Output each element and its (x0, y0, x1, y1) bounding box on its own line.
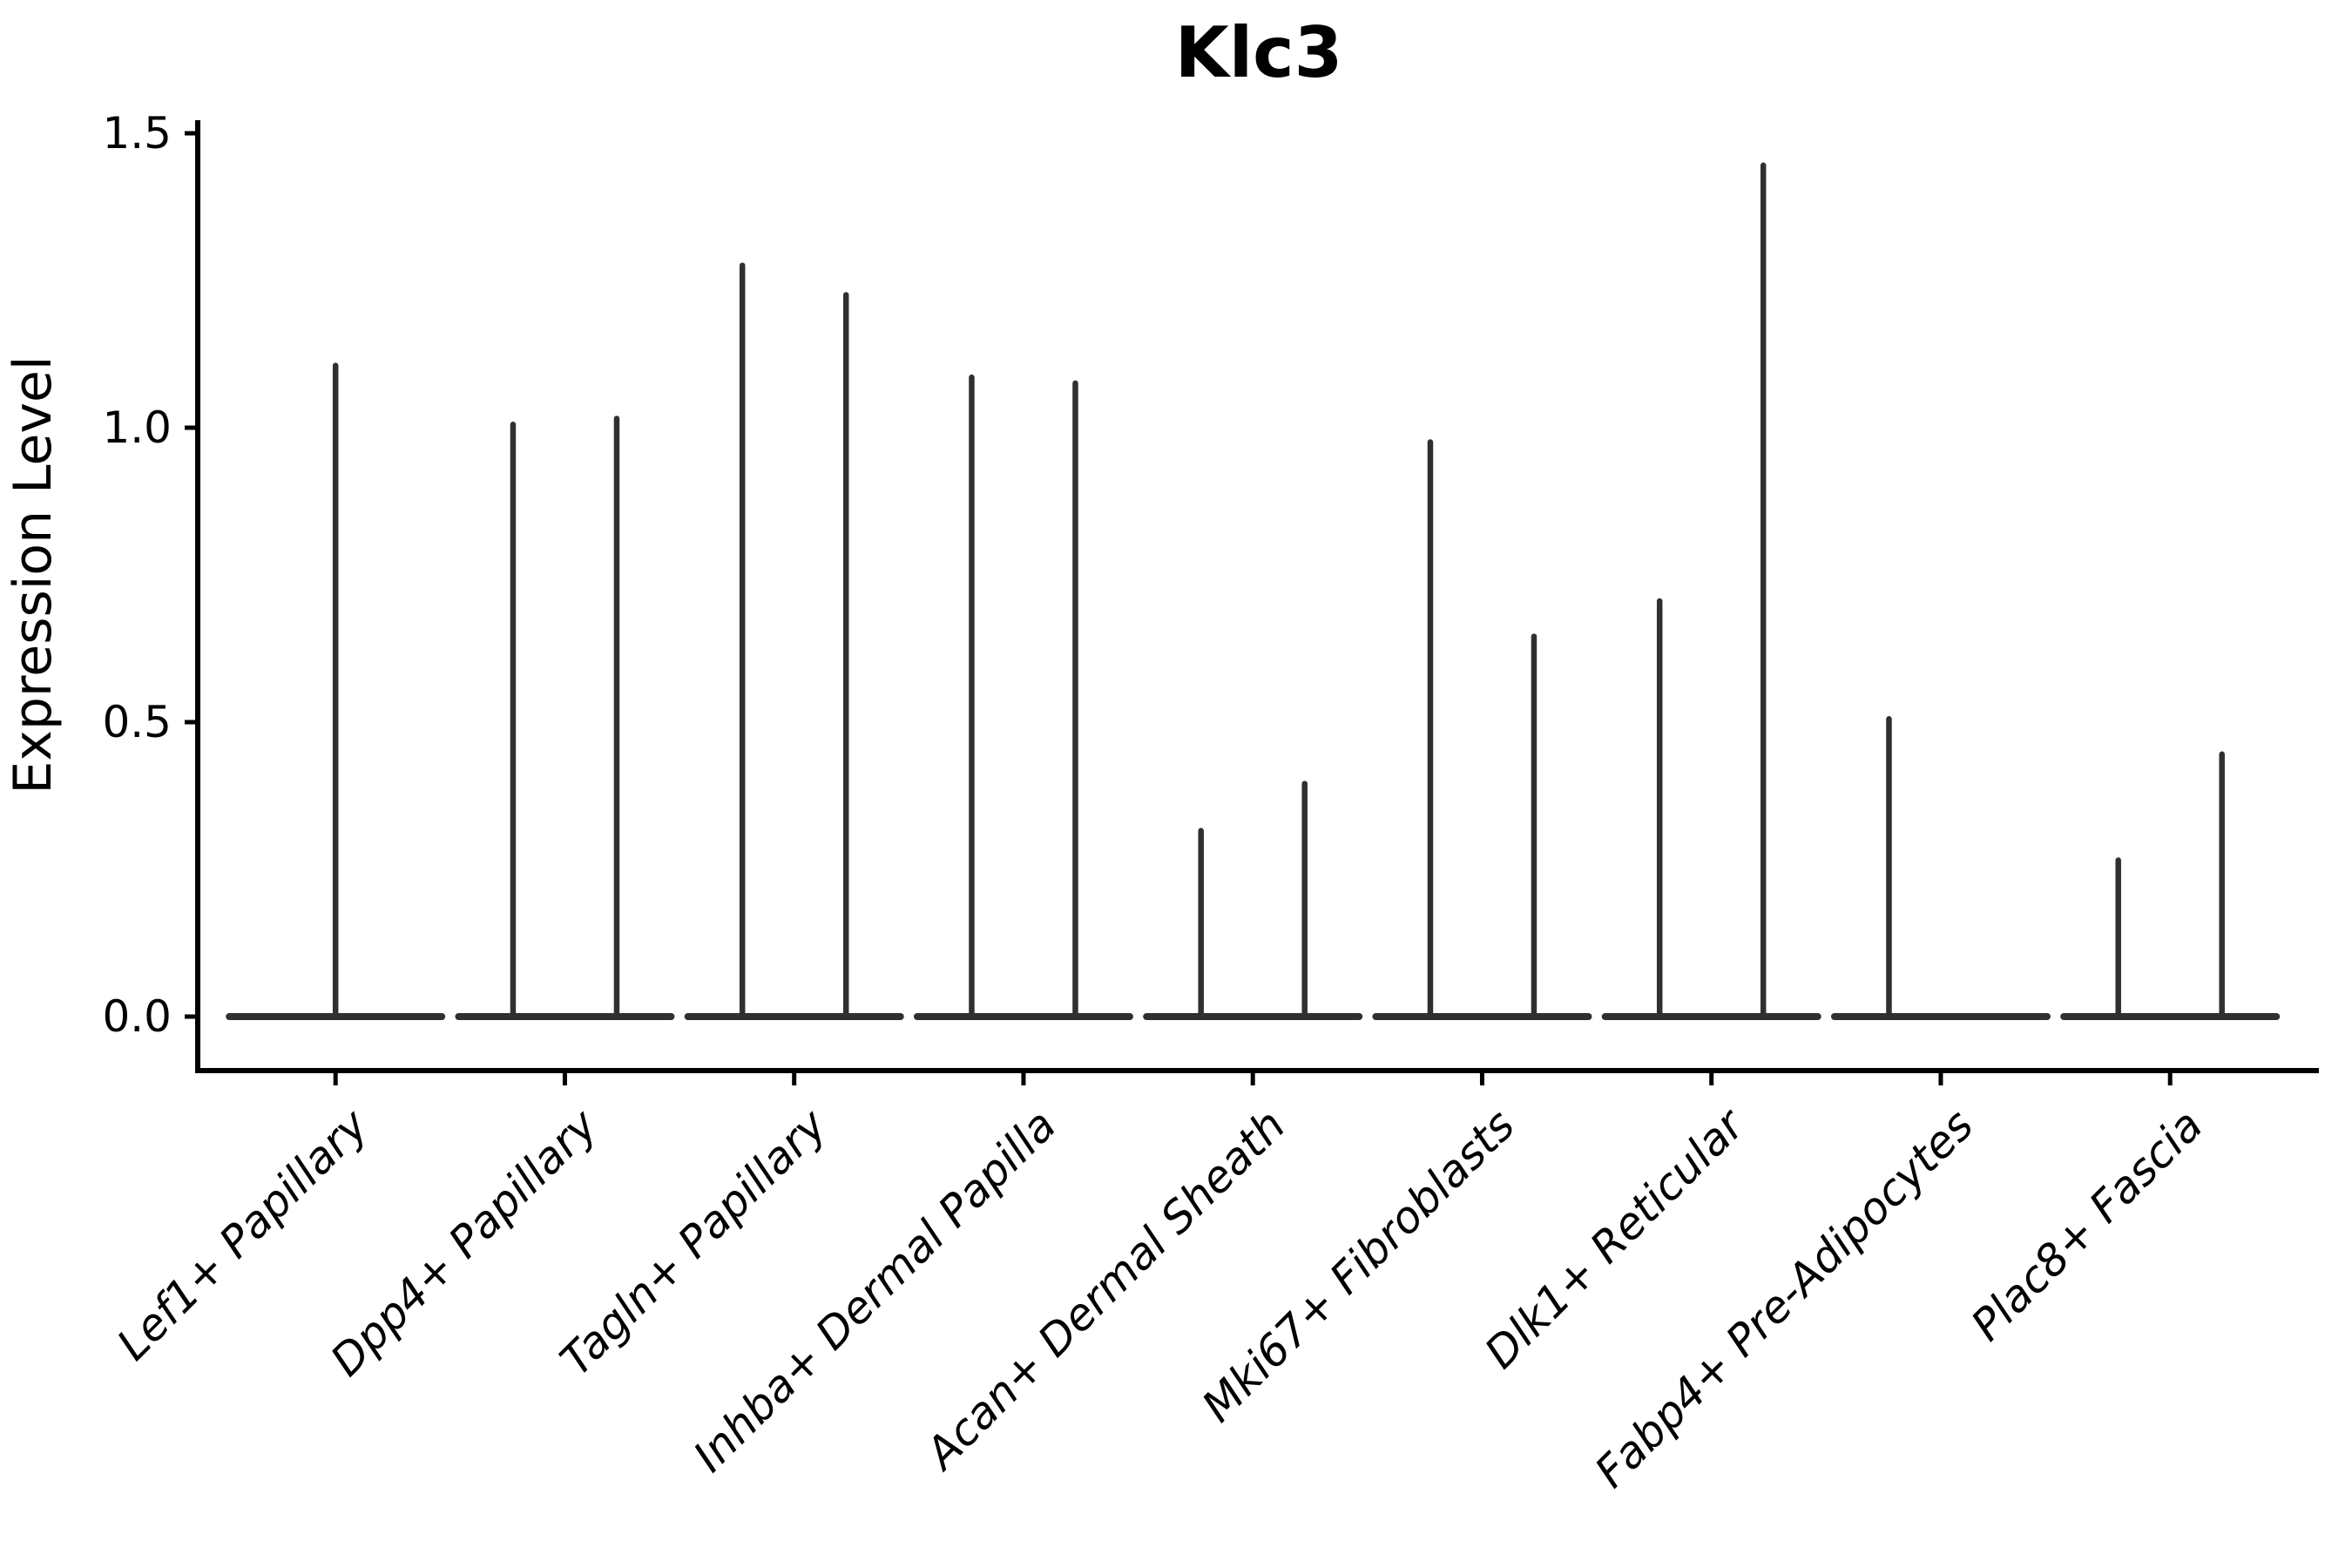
plot-title: Klc3 (1175, 12, 1343, 93)
y-tick-label: 0.0 (102, 991, 172, 1042)
y-tick-label: 1.5 (102, 108, 172, 159)
y-tick-label: 1.0 (102, 402, 172, 453)
y-tick-label: 0.5 (102, 697, 172, 747)
y-axis-label: Expression Level (3, 355, 64, 794)
violins-group (226, 162, 2281, 1020)
